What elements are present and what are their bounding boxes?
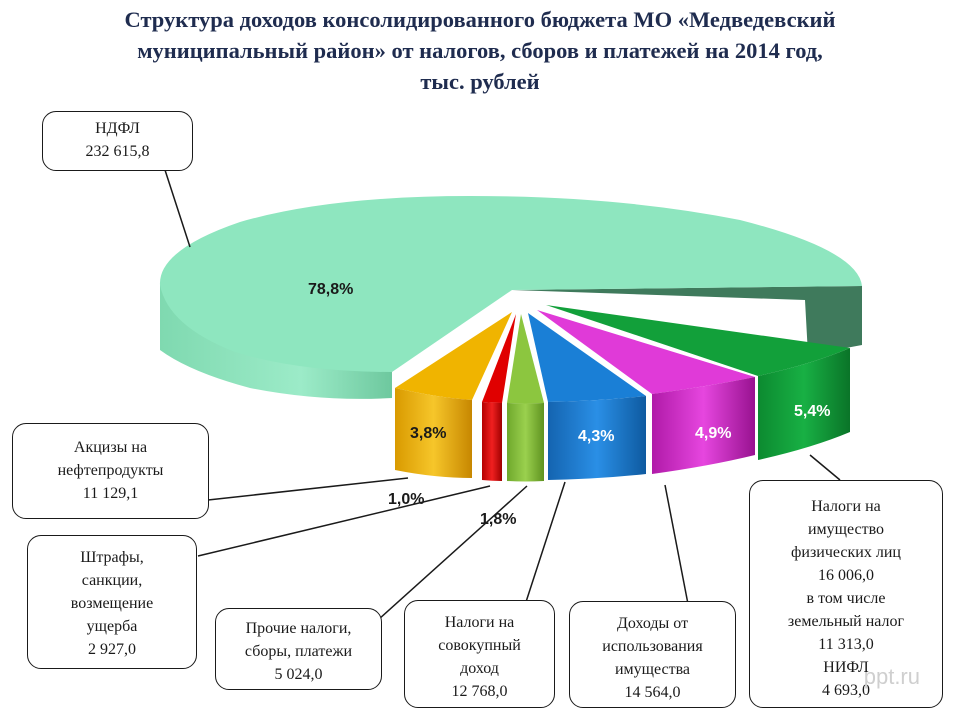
callout-excise-line: Акцизы на	[73, 439, 148, 456]
callout-property-use-line: использования	[602, 638, 703, 655]
leader-other	[377, 485, 528, 621]
leader-excise	[207, 477, 409, 501]
callout-aggregate-line: совокупный	[438, 637, 521, 654]
callout-aggregate-line: доход	[460, 660, 499, 677]
callout-fines-line: санкции,	[81, 572, 143, 589]
callout-excise-line: 11 129,1	[82, 485, 139, 502]
pct-label-aggregate: 4,3%	[578, 428, 614, 445]
callout-property-tax-line: физических лиц	[791, 544, 901, 561]
slice-other-side	[507, 403, 544, 482]
callout-property-use-line: имущества	[614, 661, 691, 678]
callout-other-line: 5 024,0	[274, 666, 323, 683]
leader-ndfl	[163, 169, 191, 248]
callout-ndfl-line: НДФЛ	[95, 120, 140, 137]
leader-property-tax	[809, 454, 841, 481]
leader-fines	[197, 485, 491, 557]
callout-fines-line: ущерба	[86, 618, 138, 635]
callout-fines: Штрафы, санкции, возмещение ущерба 2 927…	[27, 535, 197, 669]
callout-ndfl: НДФЛ 232 615,8	[42, 111, 193, 171]
slice-excise-side	[395, 388, 472, 478]
callout-ndfl-line: 232 615,8	[85, 143, 150, 160]
callout-aggregate-line: Налоги на	[444, 614, 515, 631]
callout-aggregate-line: 12 768,0	[451, 683, 508, 700]
title-line-2: муниципальный район» от налогов, сборов …	[137, 38, 823, 63]
pct-label-ndfl: 78,8%	[308, 281, 353, 298]
slice-property-use-side	[652, 377, 755, 474]
watermark: ppt.ru	[863, 664, 920, 689]
callout-property-tax-line: 11 313,0	[818, 636, 874, 653]
leader-property-use	[664, 484, 689, 605]
title-line-1: Структура доходов консолидированного бюд…	[124, 7, 836, 32]
slice-property-use-top	[537, 310, 755, 394]
callout-excise: Акцизы на нефтепродукты 11 129,1	[12, 423, 209, 519]
callout-other: Прочие налоги, сборы, платежи 5 024,0	[215, 608, 382, 690]
callout-property-tax-line: Налоги на	[811, 498, 881, 515]
callout-property-tax-line: 4 693,0	[822, 682, 870, 699]
callout-property-tax: Налоги на имущество физических лиц 16 00…	[749, 480, 943, 708]
callout-property-tax-line: земельный налог	[787, 613, 905, 630]
callout-property-tax-line: в том числе	[806, 590, 886, 607]
slice-ndfl	[159, 196, 862, 372]
slice-aggregate-top	[528, 313, 646, 402]
slice-other-top	[507, 314, 544, 404]
slice-fines-side	[482, 402, 502, 481]
callout-fines-line: 2 927,0	[88, 641, 136, 658]
pct-label-excise: 3,8%	[410, 425, 446, 442]
callout-property-tax-line: НИФЛ	[823, 659, 869, 676]
slice-aggregate-side	[548, 396, 646, 480]
leader-aggregate	[524, 481, 566, 606]
callout-other-line: Прочие налоги,	[245, 620, 352, 637]
chart-title: Структура доходов консолидированного бюд…	[20, 4, 940, 97]
pct-label-property-tax: 5,4%	[794, 403, 830, 420]
callout-property-use-line: Доходы от	[616, 615, 689, 632]
callout-property-tax-line: имущество	[807, 521, 885, 538]
title-line-3: тыс. рублей	[420, 69, 540, 94]
callout-aggregate: Налоги на совокупный доход 12 768,0	[404, 600, 555, 708]
callout-property-use-line: 14 564,0	[624, 684, 681, 701]
callout-property-use: Доходы от использования имущества 14 564…	[569, 601, 736, 708]
callout-property-tax-line: 16 006,0	[818, 567, 874, 584]
callout-fines-line: возмещение	[70, 595, 154, 612]
callout-excise-line: нефтепродукты	[57, 462, 164, 479]
callout-other-line: сборы, платежи	[244, 643, 353, 660]
slice-excise-top	[395, 312, 512, 400]
slice-property-tax-side	[758, 348, 850, 460]
pct-label-property-use: 4,9%	[695, 425, 731, 442]
pct-label-other: 1,8%	[480, 511, 516, 528]
slice-property-tax-top	[546, 305, 850, 376]
callout-fines-line: Штрафы,	[80, 549, 144, 566]
slice-fines-top	[482, 314, 516, 403]
